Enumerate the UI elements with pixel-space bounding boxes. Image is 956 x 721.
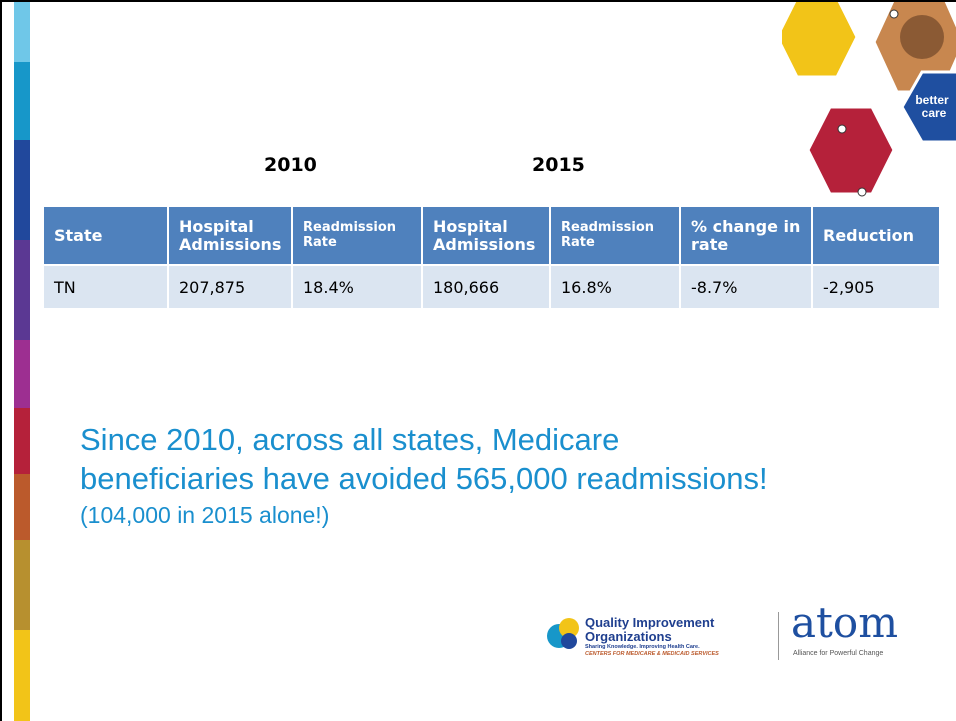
table-body: TN 207,875 18.4% 180,666 16.8% -8.7% -2,905 [44,264,941,308]
header-cell: Hospital Admissions [168,207,293,265]
year-label: 2015 [532,154,585,176]
strip [14,474,30,540]
table-cell: TN [44,264,169,308]
header-cell: Readmission Rate [550,207,681,265]
year-label: 2010 [264,154,317,176]
header-cell: % change in rate [680,207,813,265]
atom-tagline: Alliance for Powerful Change [793,650,884,657]
table-cell: -8.7% [680,264,813,308]
qio-logo-mark [547,618,579,649]
qio-name: Quality Improvement [585,615,715,630]
strip [14,340,30,408]
badge-text: care [922,106,947,120]
header-cell: Reduction [812,207,941,265]
badge-graphic: better care [782,2,956,197]
table-cell: 18.4% [292,264,423,308]
strip [14,408,30,474]
message-line: beneficiaries have avoided 565,000 readm… [80,461,768,496]
qio-name: Organizations [585,629,672,644]
strip [14,240,30,340]
data-table: State Hospital Admissions Readmission Rate… [44,207,941,308]
strip [14,2,30,62]
strip [14,140,30,240]
badge-text: better [915,93,949,107]
strip [14,62,30,140]
qio-tagline: Sharing Knowledge. Improving Health Care… [585,644,700,650]
header-cell: State [44,207,169,265]
qio-cms: CENTERS FOR MEDICARE & MEDICAID SERVICES [585,651,719,657]
strip [14,540,30,630]
table-cell: -2,905 [812,264,941,308]
table-cell: 207,875 [168,264,293,308]
table-cell: 180,666 [422,264,551,308]
strip [14,630,30,721]
qio-logo: Quality Improvement Organizations Sharin… [585,616,719,658]
header-row: State Hospital Admissions Readmission Rate… [44,207,941,265]
table-row: TN 207,875 18.4% 180,666 16.8% -8.7% -2,905 [44,264,941,308]
message-note: (104,000 in 2015 alone!) [80,502,330,528]
table-cell: 16.8% [550,264,681,308]
header-cell: Readmission Rate [292,207,423,265]
logo-divider [778,612,779,660]
header-cell: Hospital Admissions [422,207,551,265]
message-line: Since 2010, across all states, Medicare [80,422,620,457]
atom-logo: atom [791,598,899,647]
